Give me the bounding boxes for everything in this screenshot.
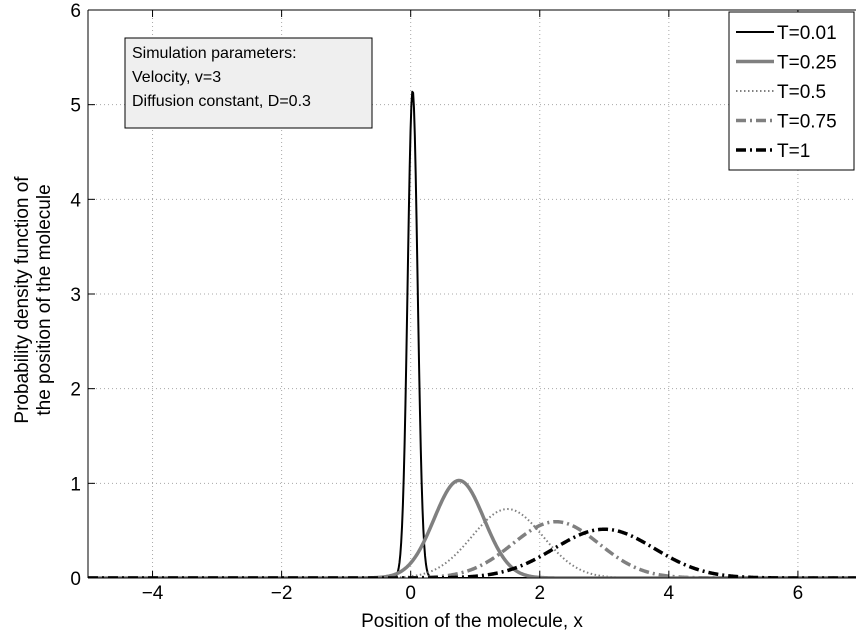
series-line-5 <box>88 527 856 578</box>
y-tick-label: 2 <box>70 380 81 401</box>
y-axis-label-line-1: Probability density function of <box>12 176 33 424</box>
y-tick-label: 4 <box>70 190 81 211</box>
legend-label: T=0.5 <box>777 82 826 103</box>
y-tick-label: 0 <box>70 569 81 590</box>
annotation-line-3: Diffusion constant, D=0.3 <box>132 93 311 110</box>
y-axis-label-line-2: the position of the molecule <box>34 184 55 415</box>
annotation-box: Simulation parameters: Velocity, v=3 Dif… <box>124 37 373 129</box>
x-tick-label: −2 <box>271 583 293 604</box>
x-tick-labels: −4 −2 0 2 4 6 <box>142 583 804 604</box>
legend: T=0.01 T=0.25 T=0.5 T=0.75 T=1 <box>728 11 855 171</box>
legend-label: T=0.25 <box>777 53 837 74</box>
legend-label: T=1 <box>777 141 810 162</box>
x-axis-label: Position of the molecule, x <box>361 611 583 632</box>
y-axis-label: Probability density function of the posi… <box>12 176 55 424</box>
x-tick-label: 4 <box>664 583 675 604</box>
y-tick-label: 3 <box>70 285 81 306</box>
y-tick-label: 1 <box>70 474 81 495</box>
x-tick-label: 2 <box>534 583 545 604</box>
x-tick-label: −4 <box>142 583 164 604</box>
x-tick-label: 6 <box>793 583 804 604</box>
y-tick-label: 5 <box>70 96 81 117</box>
y-tick-labels: 0 1 2 3 4 5 6 <box>70 1 81 590</box>
annotation-line-1: Simulation parameters: <box>132 45 297 62</box>
series-line-2 <box>88 478 856 578</box>
x-tick-label: 0 <box>405 583 416 604</box>
legend-box <box>728 11 855 171</box>
annotation-line-2: Velocity, v=3 <box>132 69 221 86</box>
annotation-background <box>124 37 373 129</box>
legend-label: T=0.75 <box>777 112 837 133</box>
legend-label: T=0.01 <box>777 23 837 44</box>
y-tick-label: 6 <box>70 1 81 22</box>
